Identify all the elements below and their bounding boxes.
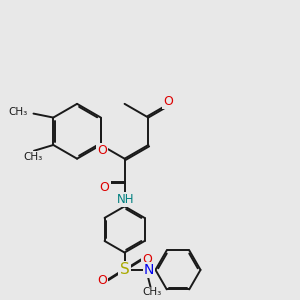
Text: N: N: [144, 263, 154, 277]
Text: O: O: [97, 144, 107, 157]
Text: S: S: [120, 262, 129, 278]
Text: O: O: [100, 181, 110, 194]
Text: O: O: [142, 253, 152, 266]
Text: CH₃: CH₃: [142, 287, 162, 297]
Text: NH: NH: [117, 193, 135, 206]
Text: CH₃: CH₃: [23, 152, 42, 162]
Text: O: O: [98, 274, 107, 287]
Text: CH₃: CH₃: [8, 107, 28, 117]
Text: O: O: [163, 95, 173, 109]
